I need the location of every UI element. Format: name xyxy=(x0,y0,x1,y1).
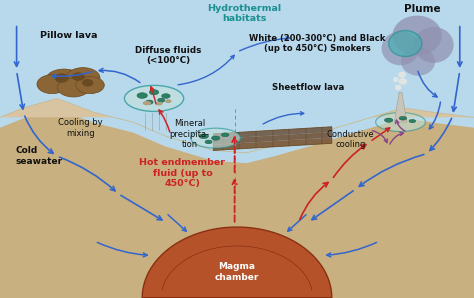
Ellipse shape xyxy=(124,86,184,111)
Ellipse shape xyxy=(82,79,93,86)
Ellipse shape xyxy=(157,98,165,103)
Ellipse shape xyxy=(375,113,426,131)
Text: Pillow lava: Pillow lava xyxy=(40,31,98,40)
Ellipse shape xyxy=(57,78,90,97)
Polygon shape xyxy=(0,98,474,153)
Text: White (200-300°C) and Black
(up to 450°C) Smokers: White (200-300°C) and Black (up to 450°C… xyxy=(249,34,386,53)
Polygon shape xyxy=(394,92,407,122)
Ellipse shape xyxy=(389,30,422,57)
Ellipse shape xyxy=(398,72,406,78)
Text: Plume: Plume xyxy=(403,4,440,14)
Text: Cooling by
mixing: Cooling by mixing xyxy=(58,118,103,138)
Text: Mineral
precipita-
tion: Mineral precipita- tion xyxy=(170,119,210,149)
Ellipse shape xyxy=(165,99,172,103)
Text: Magma
chamber: Magma chamber xyxy=(215,262,259,282)
Polygon shape xyxy=(142,227,332,298)
Text: Hot endmember
fluid (up to
450°C): Hot endmember fluid (up to 450°C) xyxy=(139,159,226,188)
Text: Hydrothermal
habitats: Hydrothermal habitats xyxy=(207,4,281,23)
Ellipse shape xyxy=(137,93,147,98)
Ellipse shape xyxy=(162,94,170,98)
Ellipse shape xyxy=(399,116,407,120)
Ellipse shape xyxy=(395,85,401,90)
Ellipse shape xyxy=(155,102,163,105)
Ellipse shape xyxy=(401,47,435,76)
Ellipse shape xyxy=(393,77,399,82)
Ellipse shape xyxy=(46,69,82,90)
Ellipse shape xyxy=(211,136,220,140)
Ellipse shape xyxy=(143,101,151,105)
Text: Conductive
cooling: Conductive cooling xyxy=(327,130,374,150)
Ellipse shape xyxy=(146,100,153,104)
Ellipse shape xyxy=(409,119,416,123)
Ellipse shape xyxy=(55,73,69,83)
Ellipse shape xyxy=(199,134,209,139)
Ellipse shape xyxy=(221,133,229,137)
Ellipse shape xyxy=(191,128,240,148)
Text: Cold
seawater: Cold seawater xyxy=(15,146,62,166)
Ellipse shape xyxy=(76,77,104,94)
Text: Diffuse fluids
(<100°C): Diffuse fluids (<100°C) xyxy=(135,46,201,65)
Ellipse shape xyxy=(72,72,85,81)
Ellipse shape xyxy=(392,15,442,55)
Text: Sheetflow lava: Sheetflow lava xyxy=(272,83,344,92)
Polygon shape xyxy=(0,0,474,153)
Ellipse shape xyxy=(414,27,454,63)
Ellipse shape xyxy=(399,78,407,85)
Polygon shape xyxy=(213,127,332,139)
Polygon shape xyxy=(213,138,332,150)
Ellipse shape xyxy=(149,90,159,95)
Ellipse shape xyxy=(66,68,100,89)
Ellipse shape xyxy=(37,75,67,94)
Ellipse shape xyxy=(382,31,419,65)
Polygon shape xyxy=(0,109,474,298)
Ellipse shape xyxy=(384,118,393,122)
Polygon shape xyxy=(213,132,332,145)
Ellipse shape xyxy=(205,140,212,144)
